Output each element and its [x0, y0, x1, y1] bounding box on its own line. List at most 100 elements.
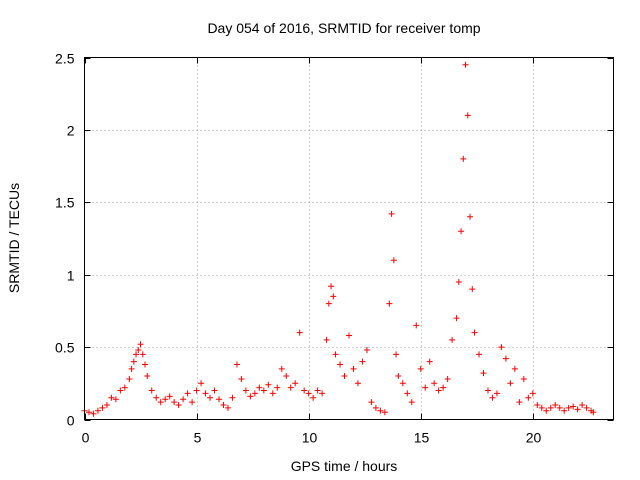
y-tick-label: 1.5 — [55, 195, 75, 211]
data-point — [408, 399, 415, 406]
data-point — [388, 210, 395, 217]
data-point — [464, 112, 471, 119]
y-tick-label: 1 — [67, 268, 75, 284]
data-point — [202, 390, 209, 397]
data-point — [453, 315, 460, 322]
data-point — [117, 387, 124, 394]
data-point — [215, 396, 222, 403]
data-point — [166, 393, 173, 400]
data-point — [323, 336, 330, 343]
data-point — [211, 387, 218, 394]
data-point — [130, 358, 137, 365]
data-point — [148, 387, 155, 394]
x-tick-label: 5 — [194, 430, 202, 446]
data-point — [538, 404, 545, 411]
data-point — [525, 394, 532, 401]
plot-frame — [84, 57, 614, 420]
data-point — [449, 336, 456, 343]
data-point — [144, 373, 151, 380]
data-point — [381, 409, 388, 416]
data-point — [121, 384, 128, 391]
data-point — [579, 402, 586, 409]
data-point — [233, 361, 240, 368]
data-point — [278, 365, 285, 372]
data-point — [310, 394, 317, 401]
data-point — [175, 402, 182, 409]
data-point — [346, 332, 352, 339]
data-point — [386, 300, 393, 307]
data-point — [444, 375, 451, 382]
data-point — [133, 351, 140, 358]
data-point — [516, 399, 523, 406]
data-point — [422, 384, 429, 391]
data-point — [556, 404, 563, 411]
y-tick-label: 0.5 — [55, 340, 75, 356]
data-point — [207, 394, 214, 401]
data-point — [85, 409, 92, 416]
data-point — [224, 404, 231, 411]
tick-marks — [84, 57, 614, 421]
data-point — [359, 358, 366, 365]
data-point — [460, 155, 467, 162]
grid — [84, 57, 614, 420]
data-point — [157, 399, 164, 406]
y-tick-label: 2 — [67, 123, 75, 139]
y-axis-label: SRMTID / TECUs — [6, 183, 22, 293]
data-point — [112, 396, 119, 403]
data-point — [251, 390, 258, 397]
data-point — [332, 351, 339, 358]
data-point — [171, 399, 178, 406]
data-point — [135, 346, 142, 353]
data-point — [413, 322, 420, 329]
data-point — [153, 394, 160, 401]
data-point — [220, 402, 227, 409]
data-point — [574, 406, 581, 413]
data-point — [520, 375, 527, 382]
data-point — [242, 387, 249, 394]
data-point — [128, 365, 135, 372]
data-point — [552, 402, 559, 409]
data-point — [269, 390, 276, 397]
data-point — [354, 380, 361, 387]
data-point — [341, 373, 348, 380]
data-point — [511, 365, 518, 372]
data-point — [137, 341, 144, 348]
data-point — [337, 361, 344, 368]
data-point — [314, 387, 321, 394]
data-point — [305, 390, 312, 397]
data-point — [94, 407, 101, 414]
data-point — [139, 351, 146, 358]
y-tick-label: 2.5 — [55, 51, 75, 67]
data-point — [363, 346, 370, 353]
x-tick-label: 0 — [82, 430, 90, 446]
data-point — [561, 407, 568, 414]
data-points — [81, 61, 597, 417]
data-point — [455, 278, 462, 285]
data-point — [547, 404, 554, 411]
data-point — [484, 387, 491, 394]
x-axis-label: GPS time / hours — [291, 458, 398, 474]
data-point — [458, 228, 465, 235]
data-point — [193, 387, 200, 394]
data-point — [502, 355, 509, 362]
data-point — [265, 381, 272, 388]
data-point — [590, 409, 597, 416]
data-point — [350, 365, 357, 372]
data-point — [368, 399, 375, 406]
data-point — [440, 384, 447, 391]
data-point — [274, 384, 281, 391]
data-point — [328, 283, 335, 290]
data-point — [238, 375, 245, 382]
data-point — [469, 286, 476, 293]
data-point — [395, 373, 402, 380]
data-point — [583, 404, 590, 411]
data-point — [467, 213, 474, 220]
data-point — [296, 329, 303, 336]
data-point — [390, 257, 397, 264]
data-point — [471, 329, 478, 336]
data-point — [99, 404, 106, 411]
data-point — [404, 390, 411, 397]
data-point — [476, 351, 483, 358]
data-point — [377, 407, 384, 414]
